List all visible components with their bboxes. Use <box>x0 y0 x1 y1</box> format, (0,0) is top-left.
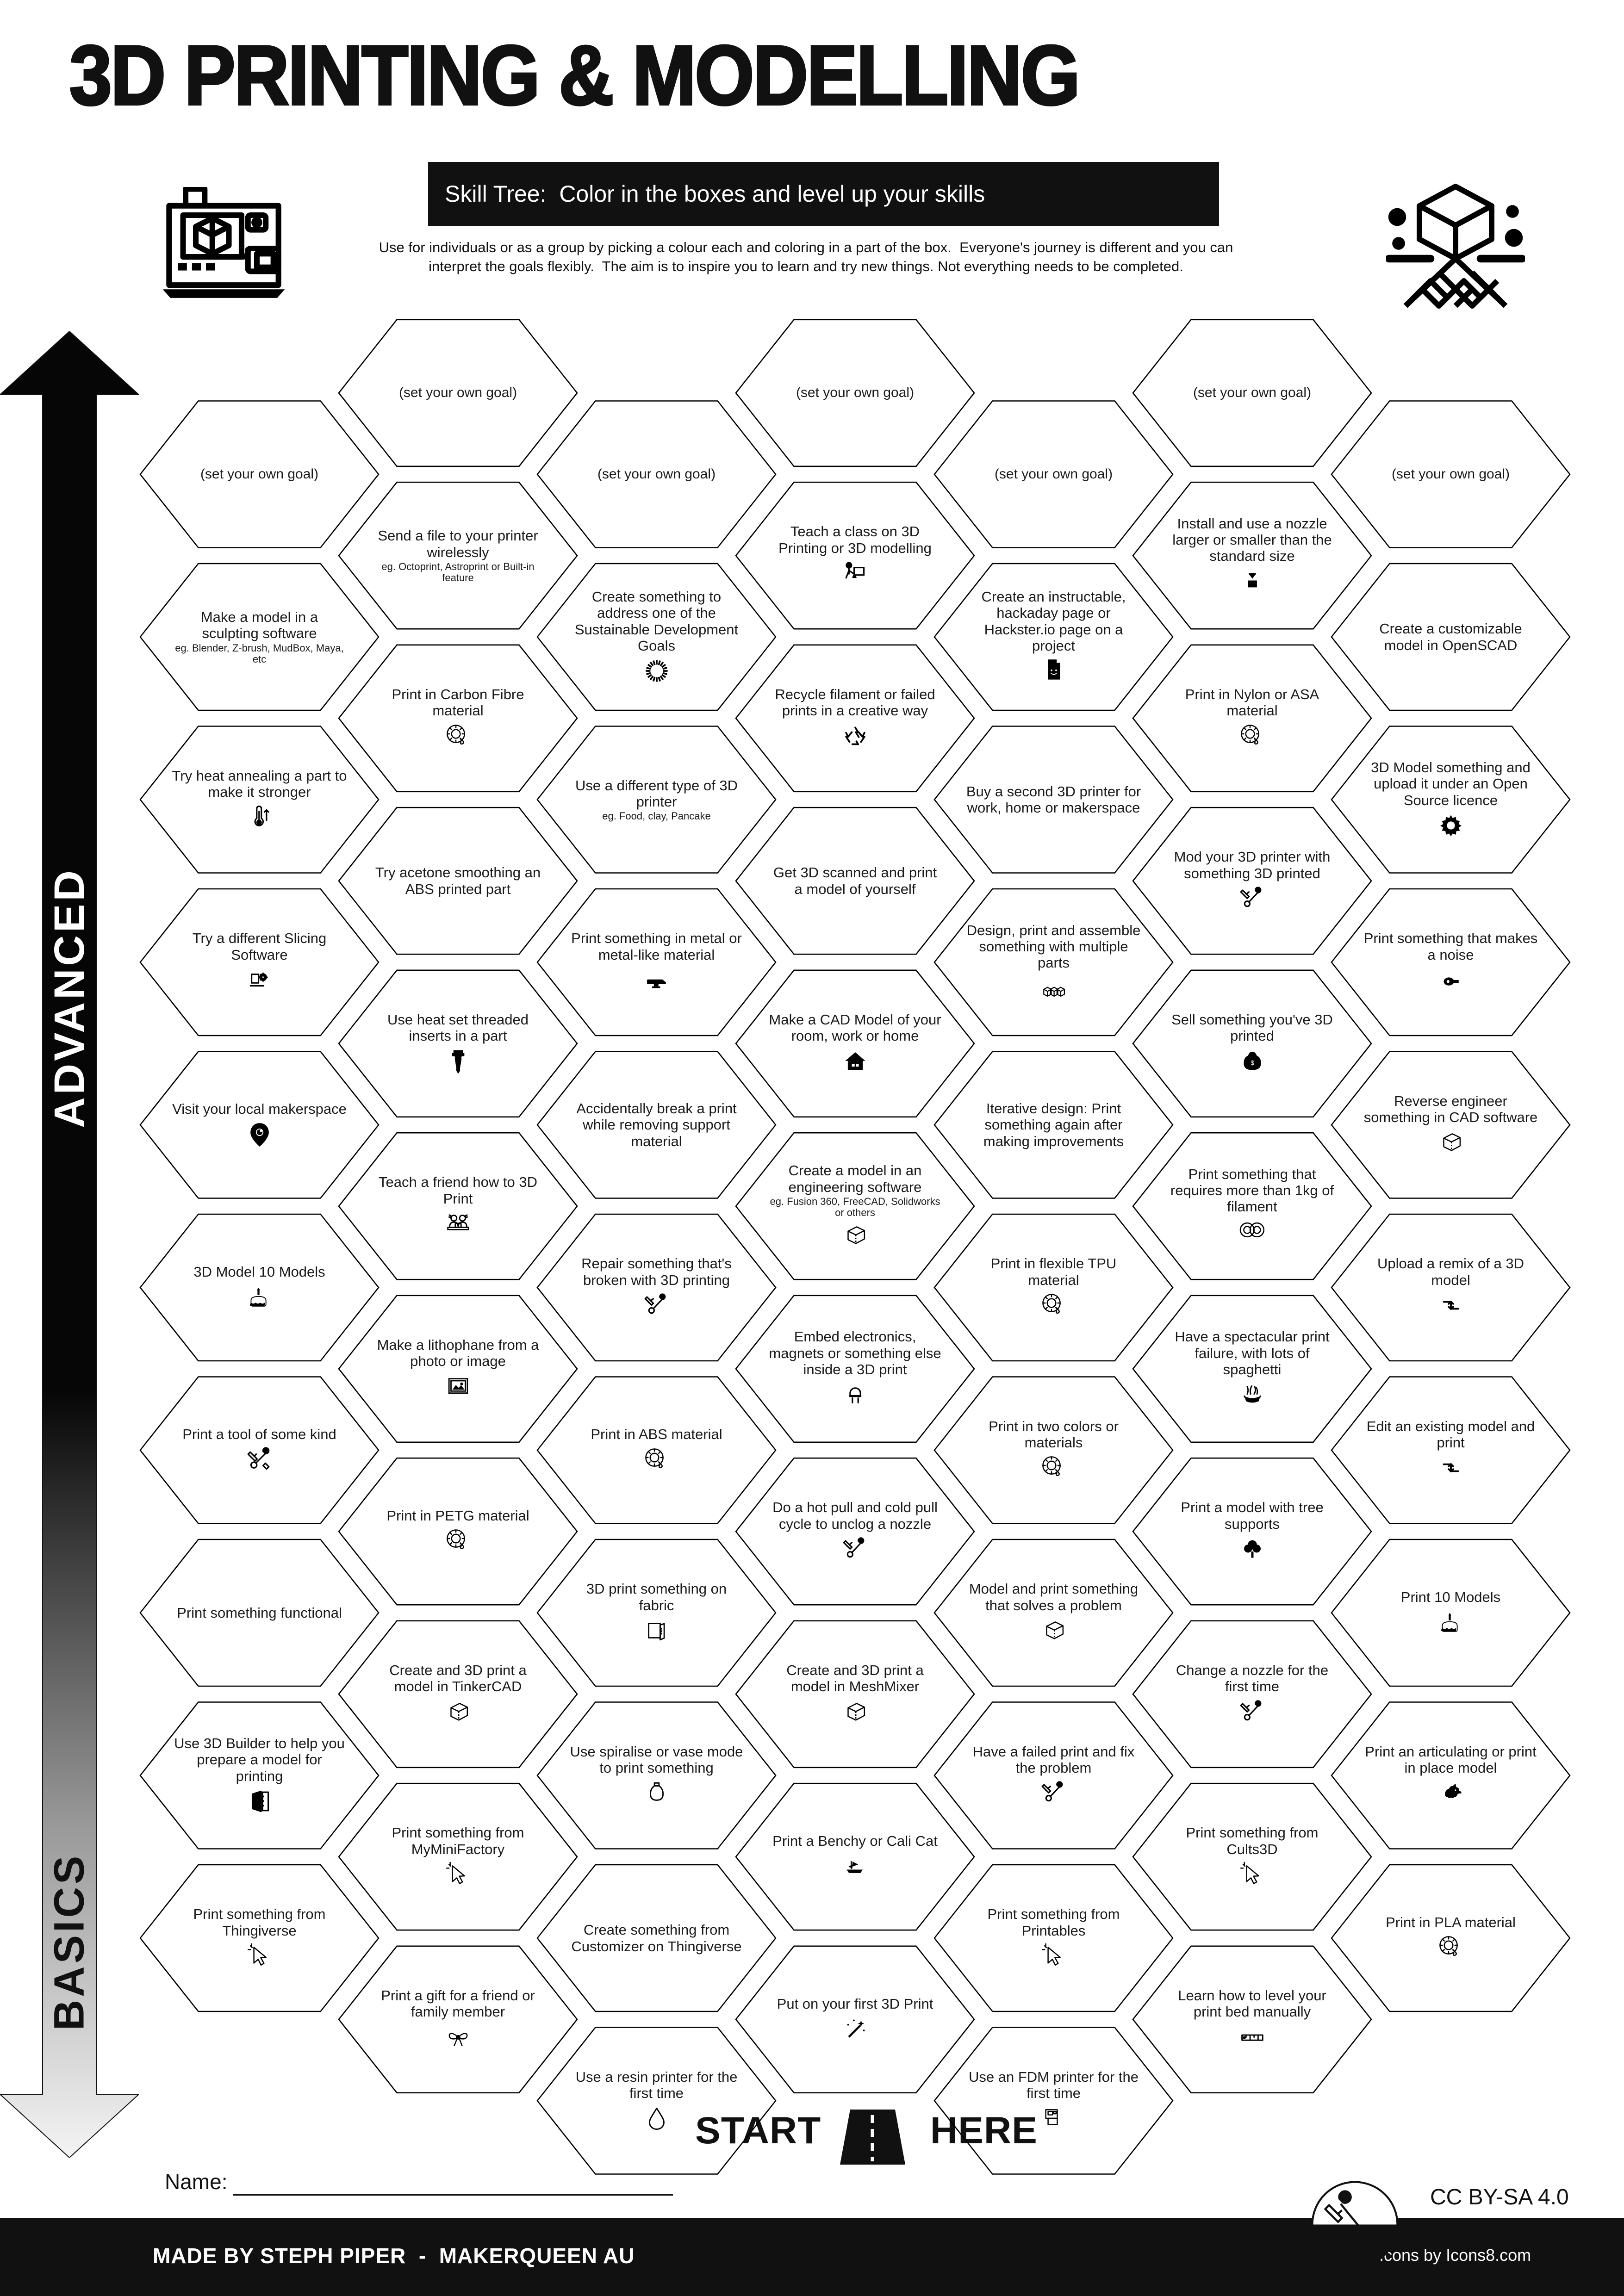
svg-text:$: $ <box>1251 1059 1254 1066</box>
